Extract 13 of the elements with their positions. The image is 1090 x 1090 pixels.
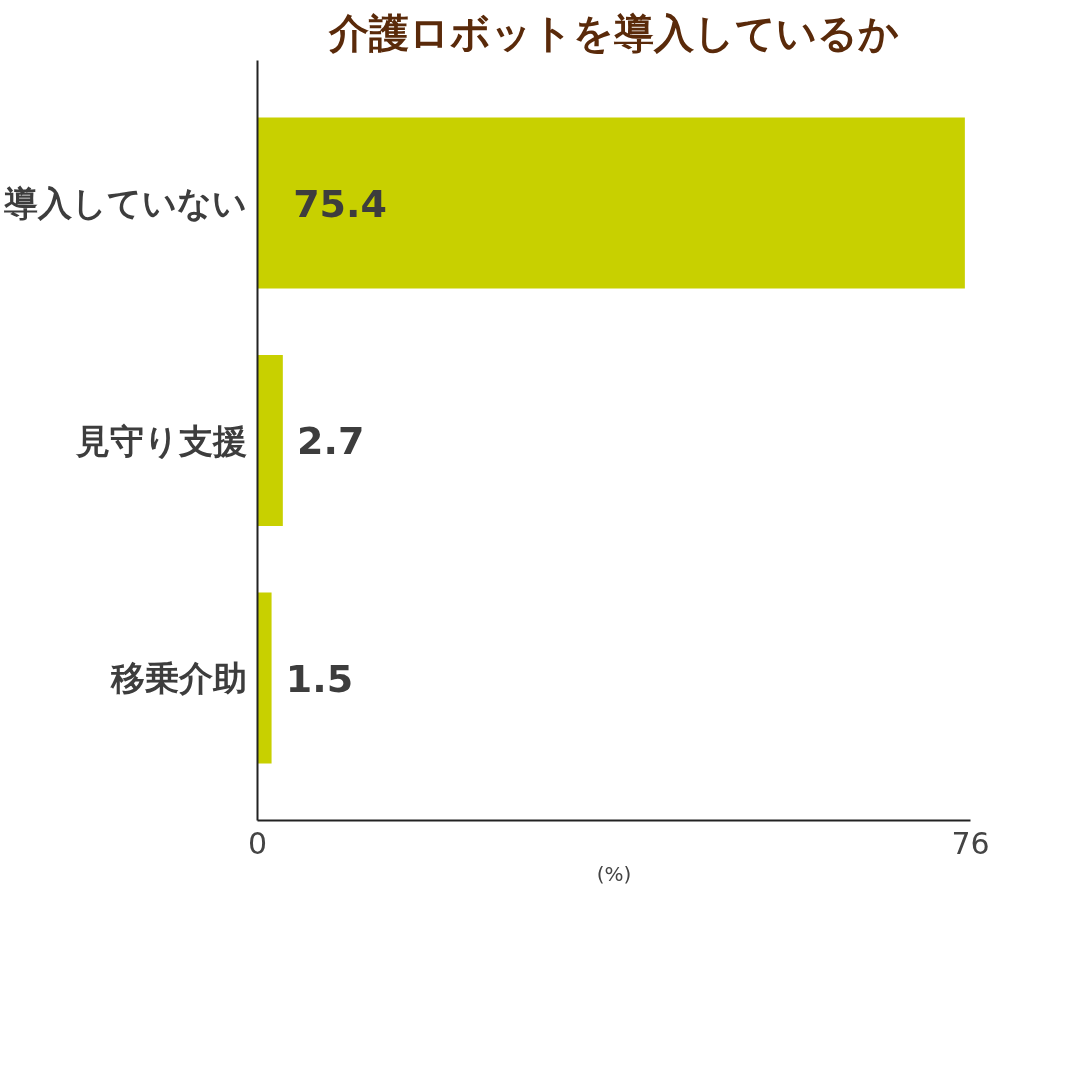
- chart-title: 介護ロボットを導入しているか: [328, 9, 899, 56]
- data-label: 1.5: [285, 656, 354, 701]
- bar: [257, 592, 272, 764]
- bar: [257, 355, 283, 526]
- y-tick-label: 移乗介助: [109, 658, 247, 698]
- data-label: 75.4: [293, 181, 387, 226]
- y-tick-label: 導入していない: [2, 183, 247, 223]
- x-tick-label: 0: [247, 825, 268, 861]
- x-axis-title: (%): [596, 861, 632, 886]
- y-tick-label: 見守り支援: [74, 420, 247, 461]
- data-label: 2.7: [297, 419, 365, 463]
- bar: [257, 117, 965, 289]
- x-tick-label: 76: [951, 825, 990, 861]
